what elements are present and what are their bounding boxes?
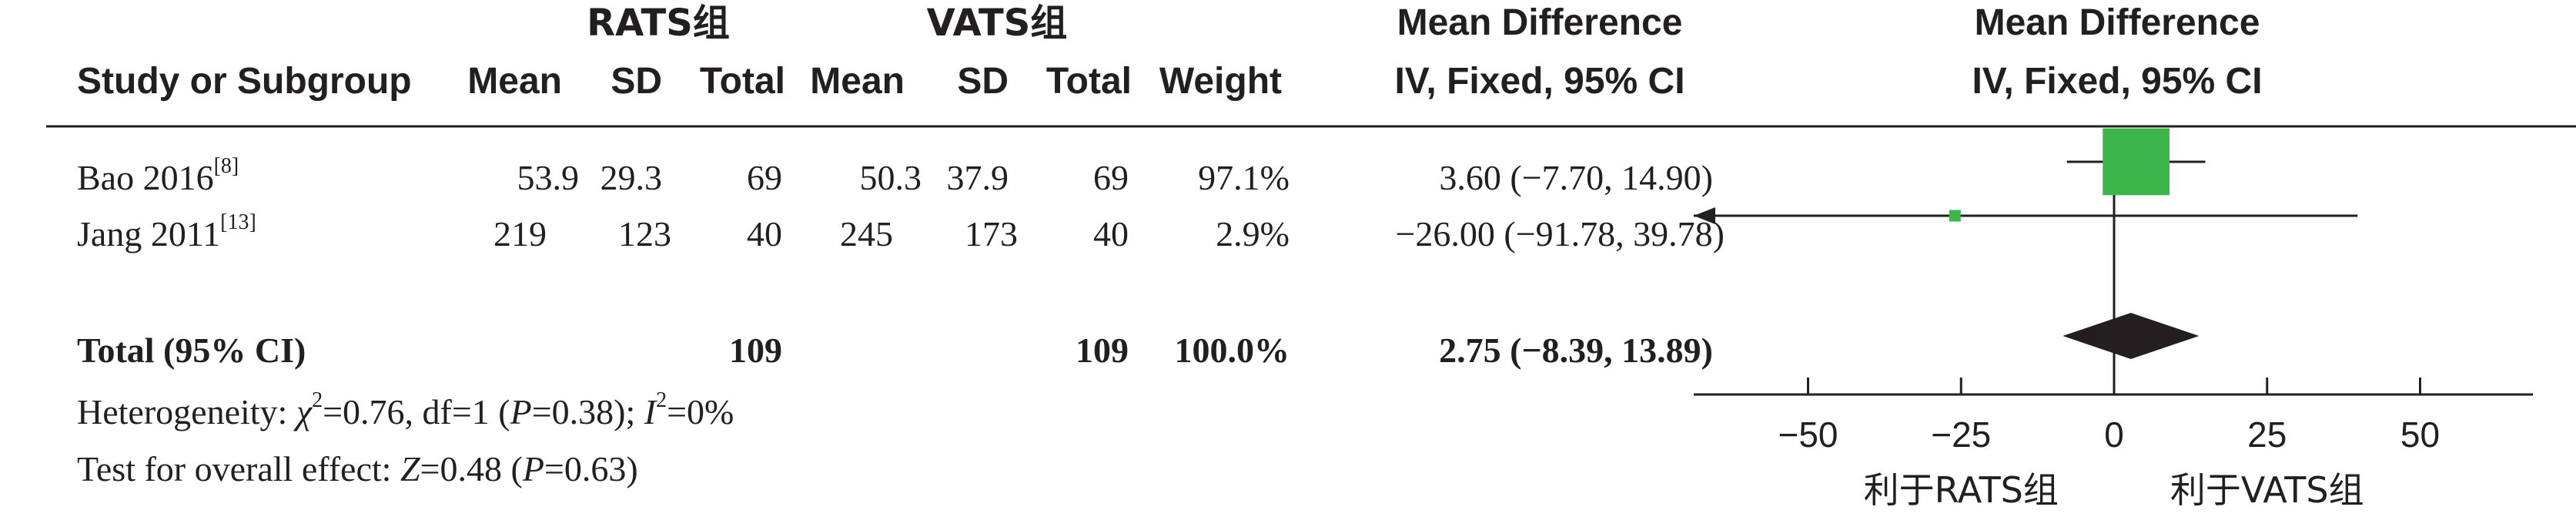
favours-right-label: 利于VATS组 [2170,469,2364,511]
total1-header: Total [699,61,785,102]
md-table-header-line1: Mean Difference [1397,2,1683,43]
total2-header: Total [1045,61,1132,102]
weight-square [2103,128,2170,196]
pooled-ci-text: 2.75 (−8.39, 13.89) [1439,331,1713,370]
total-weight: 100.0% [1174,331,1290,370]
ci-text: 3.60 (−7.70, 14.90) [1439,158,1713,197]
study-header: Study or Subgroup [77,61,412,102]
x-tick-label: 50 [2400,415,2440,455]
sd1-value: 123 [618,214,671,253]
group1-header: RATS组 [587,2,730,45]
weight-header: Weight [1159,61,1282,102]
x-tick-label: 25 [2247,415,2287,455]
study-name: Jang 2011[13] [77,210,256,253]
favours-left-label: 利于RATS组 [1864,469,2059,511]
weight-value: 97.1% [1198,158,1290,197]
total2-sum: 109 [1076,331,1129,370]
study-name: Bao 2016[8] [77,154,239,197]
weight-value: 2.9% [1216,214,1290,253]
md-table-header-line2: IV, Fixed, 95% CI [1394,61,1685,102]
mean2-value: 50.3 [859,158,922,197]
md-plot-header-line2: IV, Fixed, 95% CI [1972,61,2263,102]
total1-value: 69 [747,158,782,197]
ci-text: −26.00 (−91.78, 39.78) [1395,214,1725,253]
mean1-value: 53.9 [517,158,580,197]
weight-square [1949,210,1961,222]
x-tick-label: 0 [2104,415,2124,455]
pooled-diamond [2062,313,2200,359]
x-tick-label: −25 [1931,415,1991,455]
md-plot-header-line1: Mean Difference [1974,2,2260,43]
sd1-value: 29.3 [600,158,663,197]
mean2-header: Mean [810,61,905,102]
total1-sum: 109 [729,331,782,370]
mean1-header: Mean [467,61,562,102]
total2-value: 69 [1093,158,1129,197]
mean2-value: 245 [840,214,893,253]
overall-effect-text: Test for overall effect: Z=0.48 (P=0.63) [77,449,638,488]
sd2-value: 37.9 [946,158,1009,197]
total2-value: 40 [1093,214,1129,253]
group2-header: VATS组 [926,2,1068,45]
total-label: Total (95% CI) [77,331,306,370]
sd1-header: SD [611,61,662,102]
ci-arrow-left [1694,207,1715,224]
x-tick-label: −50 [1778,415,1838,455]
sd2-value: 173 [965,214,1018,253]
heterogeneity-text: Heterogeneity: χ2=0.76, df=1 (P=0.38); I… [77,388,734,431]
total1-value: 40 [747,214,782,253]
sd2-header: SD [957,61,1009,102]
mean1-value: 219 [493,214,547,253]
